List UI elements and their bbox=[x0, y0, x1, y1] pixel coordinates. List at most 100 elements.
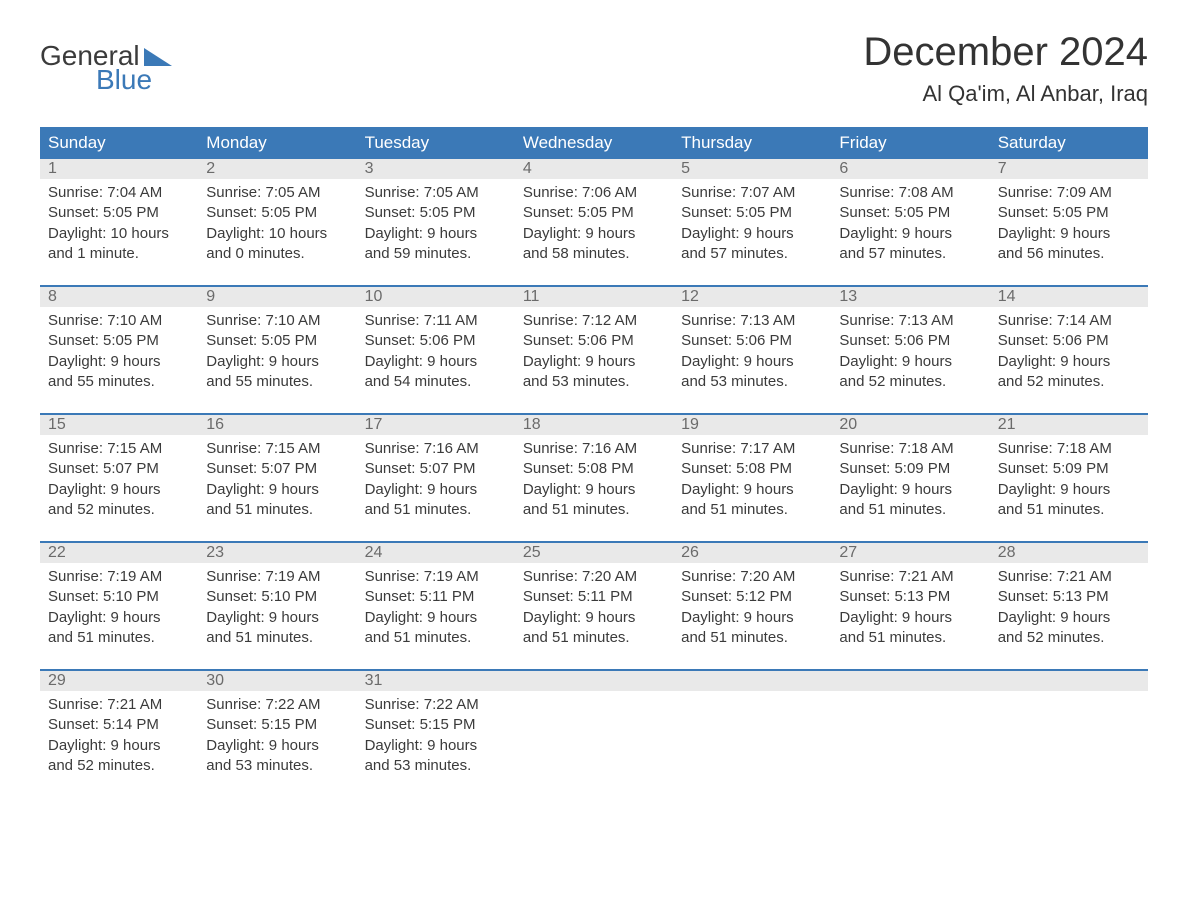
sunrise-text: Sunrise: 7:10 AM bbox=[48, 311, 190, 331]
sunset-text: Sunset: 5:08 PM bbox=[681, 459, 823, 479]
sunset-text: Sunset: 5:11 PM bbox=[523, 587, 665, 607]
day-header-monday: Monday bbox=[198, 127, 356, 159]
day-cell: 14Sunrise: 7:14 AMSunset: 5:06 PMDayligh… bbox=[990, 287, 1148, 405]
daylight-line2: and 51 minutes. bbox=[839, 500, 981, 520]
daylight-line1: Daylight: 9 hours bbox=[206, 608, 348, 628]
sunset-text: Sunset: 5:07 PM bbox=[206, 459, 348, 479]
sunset-text: Sunset: 5:13 PM bbox=[998, 587, 1140, 607]
day-body: Sunrise: 7:21 AMSunset: 5:13 PMDaylight:… bbox=[990, 563, 1148, 658]
day-body: Sunrise: 7:05 AMSunset: 5:05 PMDaylight:… bbox=[198, 179, 356, 274]
day-number-row: 25 bbox=[515, 543, 673, 563]
daylight-line2: and 52 minutes. bbox=[998, 372, 1140, 392]
day-header-thursday: Thursday bbox=[673, 127, 831, 159]
day-number: 26 bbox=[681, 544, 699, 561]
day-cell: 10Sunrise: 7:11 AMSunset: 5:06 PMDayligh… bbox=[357, 287, 515, 405]
day-number: 16 bbox=[206, 416, 224, 433]
daylight-line2: and 59 minutes. bbox=[365, 244, 507, 264]
day-number: 29 bbox=[48, 672, 66, 689]
sunset-text: Sunset: 5:10 PM bbox=[206, 587, 348, 607]
sunrise-text: Sunrise: 7:09 AM bbox=[998, 183, 1140, 203]
day-cell: 11Sunrise: 7:12 AMSunset: 5:06 PMDayligh… bbox=[515, 287, 673, 405]
day-number: 21 bbox=[998, 416, 1016, 433]
day-number-row: 12 bbox=[673, 287, 831, 307]
weeks-container: 1Sunrise: 7:04 AMSunset: 5:05 PMDaylight… bbox=[40, 159, 1148, 789]
sunset-text: Sunset: 5:05 PM bbox=[48, 203, 190, 223]
day-cell: 19Sunrise: 7:17 AMSunset: 5:08 PMDayligh… bbox=[673, 415, 831, 533]
day-body: Sunrise: 7:20 AMSunset: 5:11 PMDaylight:… bbox=[515, 563, 673, 658]
daylight-line1: Daylight: 10 hours bbox=[48, 224, 190, 244]
calendar-week: 15Sunrise: 7:15 AMSunset: 5:07 PMDayligh… bbox=[40, 413, 1148, 533]
day-number-row: 1 bbox=[40, 159, 198, 179]
sunset-text: Sunset: 5:09 PM bbox=[998, 459, 1140, 479]
day-number-row: 24 bbox=[357, 543, 515, 563]
sunrise-text: Sunrise: 7:20 AM bbox=[523, 567, 665, 587]
sunrise-text: Sunrise: 7:07 AM bbox=[681, 183, 823, 203]
daylight-line1: Daylight: 9 hours bbox=[839, 608, 981, 628]
daylight-line1: Daylight: 9 hours bbox=[48, 480, 190, 500]
day-number: 22 bbox=[48, 544, 66, 561]
day-number-row: 13 bbox=[831, 287, 989, 307]
day-number: 10 bbox=[365, 288, 383, 305]
day-header-wednesday: Wednesday bbox=[515, 127, 673, 159]
day-number: 31 bbox=[365, 672, 383, 689]
sunrise-text: Sunrise: 7:16 AM bbox=[365, 439, 507, 459]
daylight-line1: Daylight: 9 hours bbox=[48, 608, 190, 628]
day-number-row: 26 bbox=[673, 543, 831, 563]
day-number-row: 9 bbox=[198, 287, 356, 307]
day-number-row: 21 bbox=[990, 415, 1148, 435]
day-number-row: 30 bbox=[198, 671, 356, 691]
logo-text-blue: Blue bbox=[96, 64, 172, 96]
sunset-text: Sunset: 5:05 PM bbox=[365, 203, 507, 223]
day-body: Sunrise: 7:19 AMSunset: 5:10 PMDaylight:… bbox=[40, 563, 198, 658]
day-cell: 13Sunrise: 7:13 AMSunset: 5:06 PMDayligh… bbox=[831, 287, 989, 405]
day-cell: 21 Sunrise: 7:18 AMSunset: 5:09 PMDayligh… bbox=[990, 415, 1148, 533]
sunrise-text: Sunrise: 7:12 AM bbox=[523, 311, 665, 331]
daylight-line2: and 51 minutes. bbox=[365, 500, 507, 520]
day-body: Sunrise: 7:14 AMSunset: 5:06 PMDaylight:… bbox=[990, 307, 1148, 402]
daylight-line1: Daylight: 9 hours bbox=[365, 480, 507, 500]
daylight-line1: Daylight: 9 hours bbox=[48, 352, 190, 372]
day-number-row: 5 bbox=[673, 159, 831, 179]
sunrise-text: Sunrise: 7:19 AM bbox=[48, 567, 190, 587]
daylight-line2: and 51 minutes. bbox=[523, 500, 665, 520]
day-cell: 28Sunrise: 7:21 AMSunset: 5:13 PMDayligh… bbox=[990, 543, 1148, 661]
sunrise-text: Sunrise: 7:10 AM bbox=[206, 311, 348, 331]
day-number: 25 bbox=[523, 544, 541, 561]
day-body: Sunrise: 7:10 AMSunset: 5:05 PMDaylight:… bbox=[40, 307, 198, 402]
day-cell: 20Sunrise: 7:18 AMSunset: 5:09 PMDayligh… bbox=[831, 415, 989, 533]
day-number: 9 bbox=[206, 288, 215, 305]
day-body: Sunrise: 7:22 AMSunset: 5:15 PMDaylight:… bbox=[198, 691, 356, 786]
daylight-line2: and 51 minutes. bbox=[48, 628, 190, 648]
daylight-line1: Daylight: 9 hours bbox=[681, 608, 823, 628]
daylight-line2: and 53 minutes. bbox=[523, 372, 665, 392]
day-number-row: 3 bbox=[357, 159, 515, 179]
day-number-row: 22 bbox=[40, 543, 198, 563]
daylight-line1: Daylight: 9 hours bbox=[523, 352, 665, 372]
day-number: 3 bbox=[365, 160, 374, 177]
title-block: December 2024 Al Qa'im, Al Anbar, Iraq bbox=[863, 30, 1148, 107]
day-cell: 22 Sunrise: 7:19 AMSunset: 5:10 PMDayligh… bbox=[40, 543, 198, 661]
daylight-line2: and 51 minutes. bbox=[206, 628, 348, 648]
sunset-text: Sunset: 5:08 PM bbox=[523, 459, 665, 479]
day-body: Sunrise: 7:17 AMSunset: 5:08 PMDaylight:… bbox=[673, 435, 831, 530]
day-number-row: 31 bbox=[357, 671, 515, 691]
sunset-text: Sunset: 5:10 PM bbox=[48, 587, 190, 607]
sunset-text: Sunset: 5:06 PM bbox=[523, 331, 665, 351]
day-body: Sunrise: 7:12 AMSunset: 5:06 PMDaylight:… bbox=[515, 307, 673, 402]
sunset-text: Sunset: 5:05 PM bbox=[206, 203, 348, 223]
day-body: Sunrise: 7:18 AMSunset: 5:09 PMDaylight:… bbox=[990, 435, 1148, 530]
day-body: Sunrise: 7:16 AMSunset: 5:07 PMDaylight:… bbox=[357, 435, 515, 530]
day-cell: 25 Sunrise: 7:20 AMSunset: 5:11 PMDayligh… bbox=[515, 543, 673, 661]
day-header-sunday: Sunday bbox=[40, 127, 198, 159]
day-cell: 5Sunrise: 7:07 AMSunset: 5:05 PMDaylight… bbox=[673, 159, 831, 277]
sunset-text: Sunset: 5:05 PM bbox=[681, 203, 823, 223]
calendar-week: 8Sunrise: 7:10 AMSunset: 5:05 PMDaylight… bbox=[40, 285, 1148, 405]
day-number-row: 7 bbox=[990, 159, 1148, 179]
daylight-line2: and 51 minutes. bbox=[998, 500, 1140, 520]
day-number: 4 bbox=[523, 160, 532, 177]
sunrise-text: Sunrise: 7:21 AM bbox=[48, 695, 190, 715]
day-body: Sunrise: 7:07 AMSunset: 5:05 PMDaylight:… bbox=[673, 179, 831, 274]
day-number: 20 bbox=[839, 416, 857, 433]
day-number: 12 bbox=[681, 288, 699, 305]
calendar-week: 29Sunrise: 7:21 AMSunset: 5:14 PMDayligh… bbox=[40, 669, 1148, 789]
